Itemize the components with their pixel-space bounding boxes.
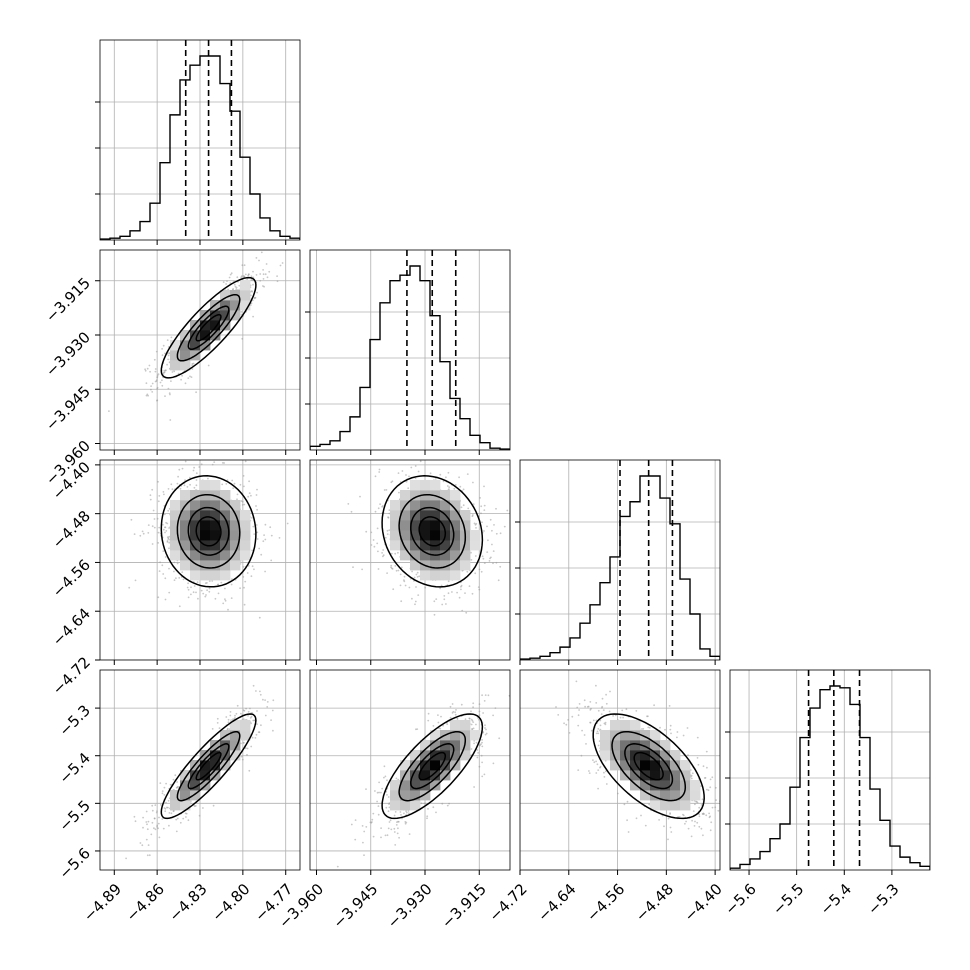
y-tick-label-p1: −3.930 xyxy=(42,328,94,380)
ticks-3-0 xyxy=(95,707,287,875)
contour-1.5-sigma xyxy=(410,506,455,556)
histogram-p2 xyxy=(520,475,720,660)
ticks-2-2 xyxy=(515,521,716,665)
contour-1-sigma xyxy=(398,730,467,802)
ticks-3-1 xyxy=(316,870,480,875)
x-tick-label-p0: −4.86 xyxy=(123,880,168,925)
y-tick-label-p1: −3.915 xyxy=(42,274,94,326)
contours-3-2 xyxy=(592,713,705,820)
x-tick-label-p3: −5.4 xyxy=(817,880,855,918)
panel-frame-2-2 xyxy=(519,459,721,661)
contour-1.5-sigma xyxy=(187,743,230,790)
x-tick-label-p1: −3.915 xyxy=(438,880,490,932)
density-3-0 xyxy=(170,720,251,811)
x-tick-label-p2: −4.48 xyxy=(632,880,677,925)
panel-1-0 xyxy=(100,250,300,450)
panel-1-1 xyxy=(310,250,510,450)
contour-0.5-sigma xyxy=(160,276,257,379)
ticks-2-0 xyxy=(95,464,287,665)
histogram-p1 xyxy=(310,265,510,450)
panel-frame-3-1 xyxy=(309,669,511,871)
x-tick-label-p0: −4.89 xyxy=(80,880,125,925)
x-tick-label-p0: −4.80 xyxy=(208,880,253,925)
panel-frame-2-1 xyxy=(309,459,511,661)
y-tick-label-p2: −4.72 xyxy=(49,653,94,698)
contour-0.5-sigma xyxy=(160,475,257,588)
contour-2-sigma xyxy=(633,751,664,781)
panel-frame-3-3 xyxy=(729,669,931,871)
contour-2-sigma xyxy=(418,751,447,781)
x-tick-label-p2: −4.56 xyxy=(583,880,628,925)
x-tick-label-p0: −4.83 xyxy=(166,880,211,925)
contour-1-sigma xyxy=(398,493,467,569)
contour-2-sigma xyxy=(195,751,222,781)
histogram-p0 xyxy=(100,55,300,240)
contour-1-sigma xyxy=(176,293,241,362)
x-tick-label-p1: −3.930 xyxy=(384,880,436,932)
ticks-3-3 xyxy=(725,731,893,875)
contour-1.5-sigma xyxy=(187,506,230,556)
contour-0.5-sigma xyxy=(381,475,484,588)
ticks-1-0 xyxy=(95,280,287,455)
y-tick-label-p3: −5.4 xyxy=(56,749,94,787)
panel-3-2 xyxy=(520,670,720,870)
panel-2-2 xyxy=(520,460,720,660)
contour-1-sigma xyxy=(176,493,241,569)
density-3-2 xyxy=(600,720,701,811)
ticks-2-1 xyxy=(316,660,480,665)
x-tick-label-p3: −5.6 xyxy=(721,880,759,918)
grid-0-0 xyxy=(100,40,300,240)
y-tick-label-p2: −4.64 xyxy=(49,605,94,650)
grid-3-0 xyxy=(100,670,300,870)
histogram-p3 xyxy=(730,685,930,870)
x-tick-label-p3: −5.3 xyxy=(864,880,902,918)
contour-1.5-sigma xyxy=(624,743,674,790)
contour-2-sigma xyxy=(195,516,222,547)
contours-3-0 xyxy=(160,713,257,820)
contour-1.5-sigma xyxy=(410,743,455,790)
panel-3-1 xyxy=(310,670,510,870)
ticks-3-2 xyxy=(519,870,716,875)
x-tick-label-p2: −4.64 xyxy=(534,880,579,925)
contour-1-sigma xyxy=(611,730,687,802)
panel-3-0 xyxy=(100,670,300,870)
y-tick-label-p1: −3.945 xyxy=(42,383,94,435)
contour-1-sigma xyxy=(176,730,241,802)
panel-2-1 xyxy=(310,460,510,660)
panel-0-0 xyxy=(100,40,300,240)
contours-3-1 xyxy=(381,713,484,820)
contour-0.5-sigma xyxy=(592,713,705,820)
contour-2-sigma xyxy=(195,313,222,342)
y-tick-label-p3: −5.6 xyxy=(56,844,94,882)
density-1-0 xyxy=(170,280,251,371)
y-tick-label-p2: −4.56 xyxy=(49,556,94,601)
x-tick-label-p2: −4.40 xyxy=(681,880,726,925)
x-tick-label-p3: −5.5 xyxy=(769,880,807,918)
panel-frame-1-1 xyxy=(309,249,511,451)
y-tick-label-p3: −5.3 xyxy=(56,701,94,739)
panel-frame-3-2 xyxy=(519,669,721,871)
contour-0.5-sigma xyxy=(381,713,484,820)
y-tick-label-p2: −4.48 xyxy=(49,507,94,552)
ticks-0-0 xyxy=(95,101,287,245)
contours-1-0 xyxy=(160,276,257,379)
contours-2-1 xyxy=(381,475,484,588)
grid-3-3 xyxy=(730,670,930,870)
contour-1.5-sigma xyxy=(187,305,230,350)
grid-1-1 xyxy=(310,250,510,450)
panel-2-0 xyxy=(100,460,300,660)
ticks-1-1 xyxy=(305,311,480,455)
panel-3-3 xyxy=(730,670,930,870)
contours-2-0 xyxy=(160,475,257,588)
contour-0.5-sigma xyxy=(160,713,257,820)
x-tick-label-p2: −4.72 xyxy=(486,880,531,925)
contour-2-sigma xyxy=(418,516,447,547)
y-tick-label-p3: −5.5 xyxy=(56,797,94,835)
x-tick-label-p1: −3.945 xyxy=(330,880,382,932)
